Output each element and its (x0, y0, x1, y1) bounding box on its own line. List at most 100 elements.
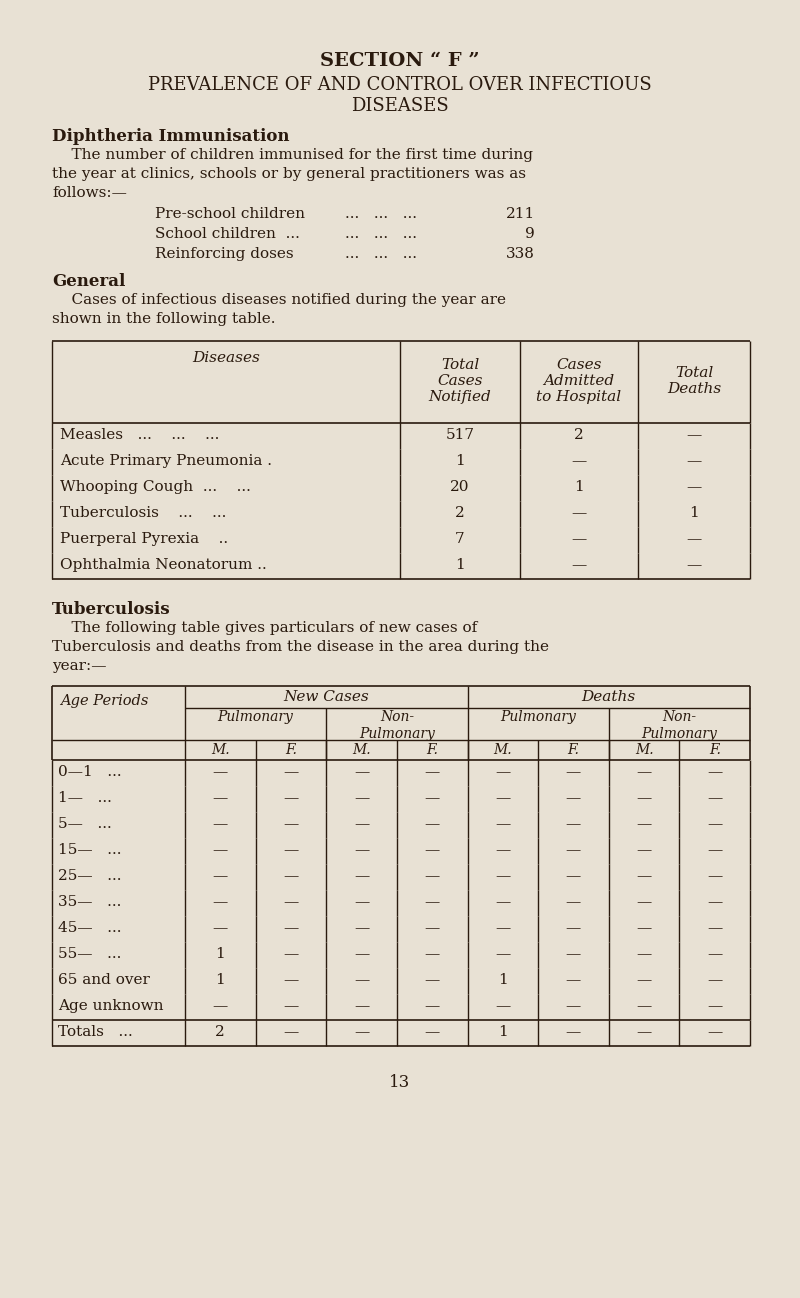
Text: —: — (425, 896, 440, 909)
Text: —: — (637, 868, 652, 883)
Text: Cases: Cases (438, 374, 482, 388)
Text: 5—   ...: 5— ... (58, 816, 112, 831)
Text: —: — (566, 999, 581, 1012)
Text: —: — (707, 868, 722, 883)
Text: —: — (637, 896, 652, 909)
Text: —: — (283, 1025, 298, 1038)
Text: 0—1   ...: 0—1 ... (58, 765, 122, 779)
Text: —: — (566, 948, 581, 961)
Text: —: — (425, 922, 440, 935)
Text: F.: F. (426, 742, 438, 757)
Text: —: — (213, 896, 228, 909)
Text: —: — (213, 765, 228, 779)
Text: —: — (495, 842, 510, 857)
Text: —: — (686, 532, 702, 546)
Text: —: — (495, 896, 510, 909)
Text: Total: Total (441, 358, 479, 373)
Text: —: — (495, 790, 510, 805)
Text: PREVALENCE OF AND CONTROL OVER INFECTIOUS: PREVALENCE OF AND CONTROL OVER INFECTIOU… (148, 77, 652, 93)
Text: —: — (707, 974, 722, 986)
Text: —: — (283, 922, 298, 935)
Text: M.: M. (494, 742, 512, 757)
Text: —: — (566, 922, 581, 935)
Text: 1: 1 (215, 948, 225, 961)
Text: Total: Total (675, 366, 713, 380)
Text: —: — (686, 480, 702, 495)
Text: Ophthalmia Neonatorum ..: Ophthalmia Neonatorum .. (60, 558, 266, 572)
Text: 13: 13 (390, 1073, 410, 1092)
Text: —: — (283, 999, 298, 1012)
Text: General: General (52, 273, 126, 289)
Text: Whooping Cough  ...    ...: Whooping Cough ... ... (60, 480, 251, 495)
Text: —: — (495, 868, 510, 883)
Text: follows:—: follows:— (52, 186, 127, 200)
Text: Diphtheria Immunisation: Diphtheria Immunisation (52, 129, 290, 145)
Text: —: — (686, 454, 702, 469)
Text: —: — (637, 1025, 652, 1038)
Text: 15—   ...: 15— ... (58, 842, 122, 857)
Text: 1: 1 (215, 974, 225, 986)
Text: —: — (707, 1025, 722, 1038)
Text: Cases of infectious diseases notified during the year are: Cases of infectious diseases notified du… (52, 293, 506, 308)
Text: —: — (425, 974, 440, 986)
Text: Tuberculosis and deaths from the disease in the area during the: Tuberculosis and deaths from the disease… (52, 640, 549, 654)
Text: Non-
Pulmonary: Non- Pulmonary (642, 710, 718, 741)
Text: —: — (283, 790, 298, 805)
Text: —: — (637, 790, 652, 805)
Text: 20: 20 (450, 480, 470, 495)
Text: —: — (354, 868, 369, 883)
Text: The following table gives particulars of new cases of: The following table gives particulars of… (52, 620, 478, 635)
Text: Measles   ...    ...    ...: Measles ... ... ... (60, 428, 219, 443)
Text: —: — (283, 842, 298, 857)
Text: Cases: Cases (556, 358, 602, 373)
Text: —: — (495, 999, 510, 1012)
Text: Pulmonary: Pulmonary (500, 710, 576, 724)
Text: The number of children immunised for the first time during: The number of children immunised for the… (52, 148, 533, 162)
Text: —: — (566, 765, 581, 779)
Text: —: — (707, 842, 722, 857)
Text: 7: 7 (455, 532, 465, 546)
Text: —: — (566, 842, 581, 857)
Text: M.: M. (211, 742, 230, 757)
Text: —: — (637, 765, 652, 779)
Text: Admitted: Admitted (543, 374, 614, 388)
Text: —: — (283, 816, 298, 831)
Text: 65 and over: 65 and over (58, 974, 150, 986)
Text: —: — (354, 842, 369, 857)
Text: —: — (566, 1025, 581, 1038)
Text: 55—   ...: 55— ... (58, 948, 122, 961)
Text: year:—: year:— (52, 659, 106, 672)
Text: 1: 1 (455, 558, 465, 572)
Text: —: — (571, 532, 586, 546)
Text: —: — (637, 948, 652, 961)
Text: —: — (354, 1025, 369, 1038)
Text: —: — (354, 765, 369, 779)
Text: SECTION “ F ”: SECTION “ F ” (320, 52, 480, 70)
Text: —: — (425, 842, 440, 857)
Text: —: — (425, 1025, 440, 1038)
Text: New Cases: New Cases (283, 691, 369, 704)
Text: 9: 9 (526, 227, 535, 241)
Text: —: — (213, 922, 228, 935)
Text: 2: 2 (455, 506, 465, 520)
Text: —: — (354, 948, 369, 961)
Text: —: — (707, 765, 722, 779)
Text: —: — (637, 816, 652, 831)
Text: —: — (637, 842, 652, 857)
Text: —: — (686, 558, 702, 572)
Text: —: — (566, 790, 581, 805)
Text: ...   ...   ...: ... ... ... (345, 227, 417, 241)
Text: Diseases: Diseases (192, 350, 260, 365)
Text: —: — (637, 922, 652, 935)
Text: —: — (637, 974, 652, 986)
Text: —: — (566, 974, 581, 986)
Text: F.: F. (567, 742, 579, 757)
Text: —: — (495, 816, 510, 831)
Text: 338: 338 (506, 247, 535, 261)
Text: Non-
Pulmonary: Non- Pulmonary (359, 710, 435, 741)
Text: —: — (354, 922, 369, 935)
Text: Tuberculosis: Tuberculosis (52, 601, 170, 618)
Text: ...   ...   ...: ... ... ... (345, 247, 417, 261)
Text: Deaths: Deaths (667, 382, 721, 396)
Text: 1—   ...: 1— ... (58, 790, 112, 805)
